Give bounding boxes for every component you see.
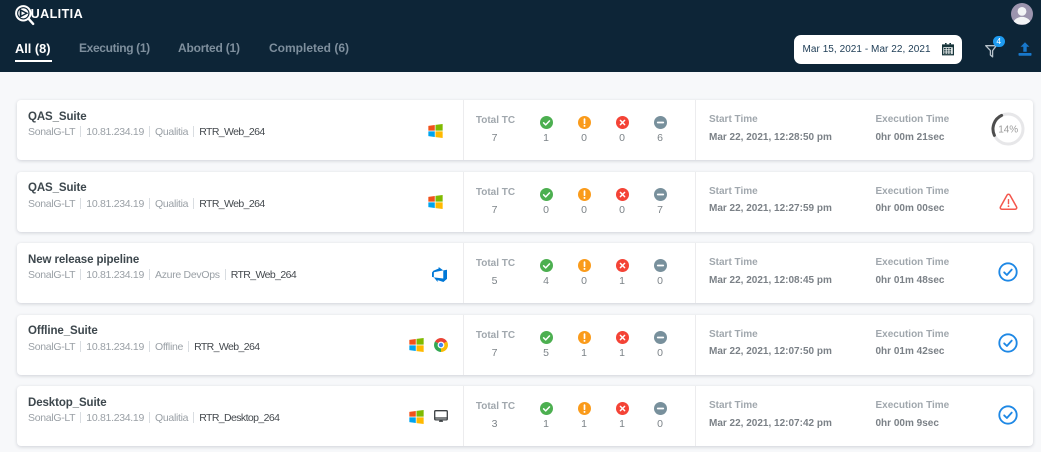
- svg-text:UALITIA: UALITIA: [31, 7, 83, 21]
- svg-text:14%: 14%: [998, 125, 1018, 136]
